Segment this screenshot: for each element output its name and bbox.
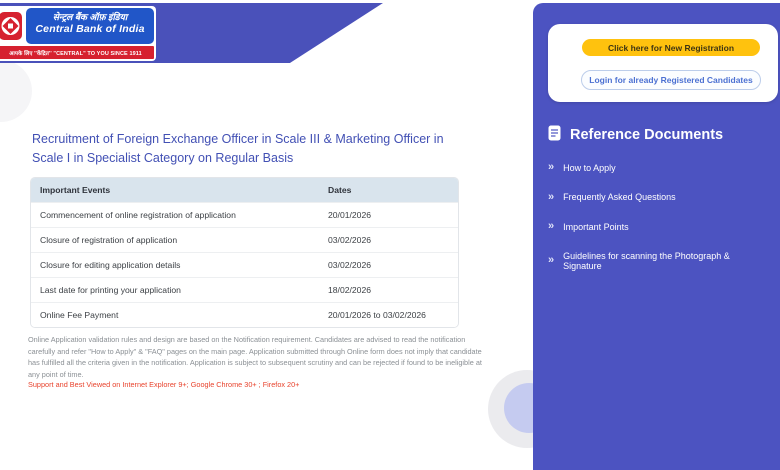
date-cell: 03/02/2026 <box>319 252 458 278</box>
event-cell: Online Fee Payment <box>31 302 319 327</box>
reference-documents-section: Reference Documents » How to Apply » Fre… <box>548 125 770 289</box>
table-row: Commencement of online registration of a… <box>31 202 458 228</box>
bank-name: सेन्ट्रल बैंक ऑफ़ इंडिया Central Bank of… <box>26 8 154 44</box>
link-label: How to Apply <box>563 162 616 173</box>
bank-name-hindi: सेन्ट्रल बैंक ऑफ़ इंडिया <box>52 12 128 22</box>
decorative-circle-top-left <box>0 60 32 122</box>
chevron-right-icon: » <box>548 190 555 203</box>
link-how-to-apply[interactable]: » How to Apply <box>548 162 770 173</box>
sidebar: Click here for New Registration Login fo… <box>533 3 780 470</box>
link-important-points[interactable]: » Important Points <box>548 221 770 232</box>
date-cell: 03/02/2026 <box>319 227 458 253</box>
column-header-dates: Dates <box>319 178 458 203</box>
link-scanning-guidelines[interactable]: » Guidelines for scanning the Photograph… <box>548 251 770 271</box>
bank-name-english: Central Bank of India <box>35 23 145 36</box>
document-icon <box>548 125 561 145</box>
reference-documents-title: Reference Documents <box>570 127 724 143</box>
reference-documents-header: Reference Documents <box>548 125 770 145</box>
important-events-table: Important Events Dates Commencement of o… <box>30 177 459 328</box>
page-title: Recruitment of Foreign Exchange Officer … <box>32 132 444 166</box>
table-header-row: Important Events Dates <box>31 178 458 203</box>
bank-tagline: आपके लिए ''केंद्रित'' "CENTRAL" TO YOU S… <box>0 46 154 59</box>
chevron-right-icon: » <box>548 161 555 173</box>
event-cell: Closure for editing application details <box>31 252 319 278</box>
link-label: Frequently Asked Questions <box>563 192 676 202</box>
date-cell: 20/01/2026 to 03/02/2026 <box>319 302 458 327</box>
new-registration-button[interactable]: Click here for New Registration <box>582 39 760 56</box>
registration-card: Click here for New Registration Login fo… <box>548 24 778 102</box>
table-row: Closure for editing application details … <box>31 252 458 278</box>
link-faq[interactable]: » Frequently Asked Questions <box>548 190 770 203</box>
date-cell: 18/02/2026 <box>319 277 458 303</box>
table-row: Online Fee Payment 20/01/2026 to 03/02/2… <box>31 302 458 327</box>
bank-logo: सेन्ट्रल बैंक ऑफ़ इंडिया Central Bank of… <box>0 6 156 61</box>
login-registered-button[interactable]: Login for already Registered Candidates <box>581 70 761 90</box>
event-cell: Commencement of online registration of a… <box>31 202 319 228</box>
browser-support-note: Support and Best Viewed on Internet Expl… <box>28 380 300 389</box>
column-header-important-events: Important Events <box>31 178 319 203</box>
table-row: Last date for printing your application … <box>31 277 458 303</box>
event-cell: Closure of registration of application <box>31 227 319 253</box>
bank-emblem-icon <box>0 8 24 44</box>
chevron-right-icon: » <box>548 220 555 232</box>
bank-logo-top: सेन्ट्रल बैंक ऑफ़ इंडिया Central Bank of… <box>0 8 154 44</box>
chevron-right-icon: » <box>548 254 555 266</box>
date-cell: 20/01/2026 <box>319 202 458 228</box>
link-label: Important Points <box>563 221 629 232</box>
table-row: Closure of registration of application 0… <box>31 227 458 253</box>
application-disclaimer: Online Application validation rules and … <box>28 335 482 380</box>
event-cell: Last date for printing your application <box>31 277 319 303</box>
link-label: Guidelines for scanning the Photograph &… <box>563 250 730 271</box>
